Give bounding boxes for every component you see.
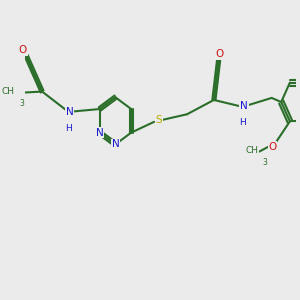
- Text: N: N: [112, 140, 119, 149]
- Text: O: O: [216, 49, 224, 59]
- Text: S: S: [155, 116, 162, 125]
- Text: 3: 3: [20, 99, 25, 108]
- Text: H: H: [239, 118, 246, 127]
- Text: N: N: [96, 128, 104, 138]
- Text: H: H: [65, 124, 72, 133]
- Text: O: O: [268, 142, 277, 152]
- Text: 3: 3: [262, 158, 267, 167]
- Text: N: N: [240, 101, 248, 111]
- Text: N: N: [66, 107, 74, 117]
- Text: O: O: [19, 45, 27, 55]
- Text: CH: CH: [245, 146, 258, 155]
- Text: CH: CH: [2, 87, 15, 96]
